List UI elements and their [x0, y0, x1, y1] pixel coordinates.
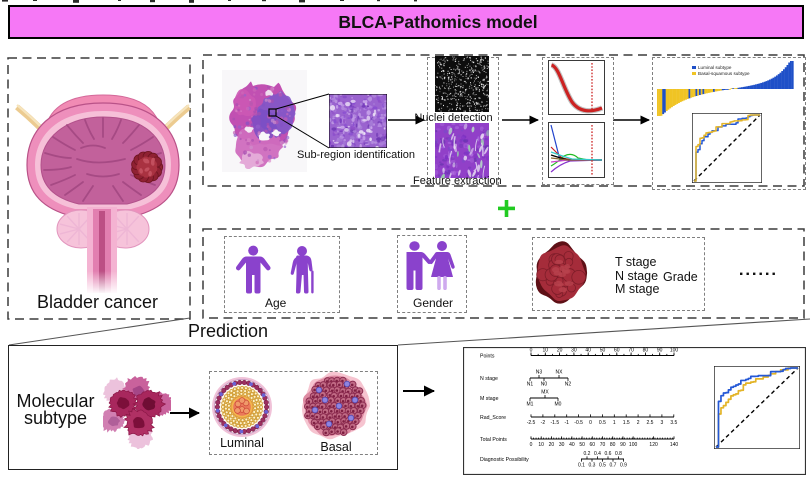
svg-text:120: 120: [649, 442, 658, 448]
svg-text:N1: N1: [527, 382, 534, 388]
svg-text:0.7: 0.7: [610, 463, 617, 469]
svg-text:-1: -1: [564, 420, 569, 426]
svg-text:NX: NX: [556, 370, 564, 376]
svg-text:0.2: 0.2: [584, 451, 591, 457]
svg-text:-0.5: -0.5: [574, 420, 583, 426]
svg-text:Luminal subtype: Luminal subtype: [698, 65, 732, 70]
svg-text:0: 0: [530, 442, 533, 448]
svg-text:2.5: 2.5: [647, 420, 654, 426]
svg-text:MX: MX: [541, 390, 549, 396]
svg-text:3.5: 3.5: [670, 420, 677, 426]
svg-text:60: 60: [590, 442, 596, 448]
svg-text:10: 10: [543, 348, 549, 354]
svg-text:30: 30: [571, 348, 577, 354]
svg-text:N0: N0: [541, 382, 548, 388]
svg-text:70: 70: [628, 348, 634, 354]
svg-text:M stage: M stage: [480, 396, 499, 402]
svg-text:50: 50: [579, 442, 585, 448]
svg-text:1.5: 1.5: [623, 420, 630, 426]
svg-text:60: 60: [614, 348, 620, 354]
svg-text:2: 2: [637, 420, 640, 426]
svg-text:40: 40: [585, 348, 591, 354]
svg-text:90: 90: [657, 348, 663, 354]
svg-text:40: 40: [569, 442, 575, 448]
svg-text:M0: M0: [555, 402, 562, 408]
svg-text:0.1: 0.1: [578, 463, 585, 469]
svg-text:0.5: 0.5: [599, 463, 606, 469]
svg-text:M1: M1: [527, 402, 534, 408]
svg-text:20: 20: [557, 348, 563, 354]
svg-text:20: 20: [549, 442, 555, 448]
svg-text:-2: -2: [541, 420, 546, 426]
svg-text:0.3: 0.3: [589, 463, 596, 469]
svg-text:1: 1: [613, 420, 616, 426]
svg-text:0: 0: [589, 420, 592, 426]
svg-text:Diagnostic Possibility: Diagnostic Possibility: [480, 457, 529, 463]
svg-text:Total Points: Total Points: [480, 437, 507, 443]
svg-text:Points: Points: [480, 354, 495, 360]
svg-text:N2: N2: [565, 382, 572, 388]
svg-text:0.5: 0.5: [599, 420, 606, 426]
svg-text:70: 70: [600, 442, 606, 448]
svg-text:100: 100: [670, 348, 679, 354]
svg-text:-2.5: -2.5: [527, 420, 536, 426]
svg-text:3: 3: [661, 420, 664, 426]
svg-text:90: 90: [620, 442, 626, 448]
svg-text:0.4: 0.4: [594, 451, 601, 457]
svg-text:0.9: 0.9: [620, 463, 627, 469]
svg-text:-1.5: -1.5: [550, 420, 559, 426]
svg-text:N3: N3: [536, 370, 543, 376]
svg-text:50: 50: [600, 348, 606, 354]
svg-text:0.6: 0.6: [605, 451, 612, 457]
svg-text:Basal-squamous subtype: Basal-squamous subtype: [698, 71, 750, 76]
svg-text:80: 80: [643, 348, 649, 354]
svg-text:0: 0: [530, 348, 533, 354]
svg-text:30: 30: [559, 442, 565, 448]
svg-text:80: 80: [610, 442, 616, 448]
svg-text:0.8: 0.8: [615, 451, 622, 457]
svg-text:N stage: N stage: [480, 376, 498, 382]
svg-text:Rad_Score: Rad_Score: [480, 415, 506, 421]
svg-text:100: 100: [629, 442, 638, 448]
svg-text:10: 10: [538, 442, 544, 448]
svg-text:140: 140: [670, 442, 679, 448]
